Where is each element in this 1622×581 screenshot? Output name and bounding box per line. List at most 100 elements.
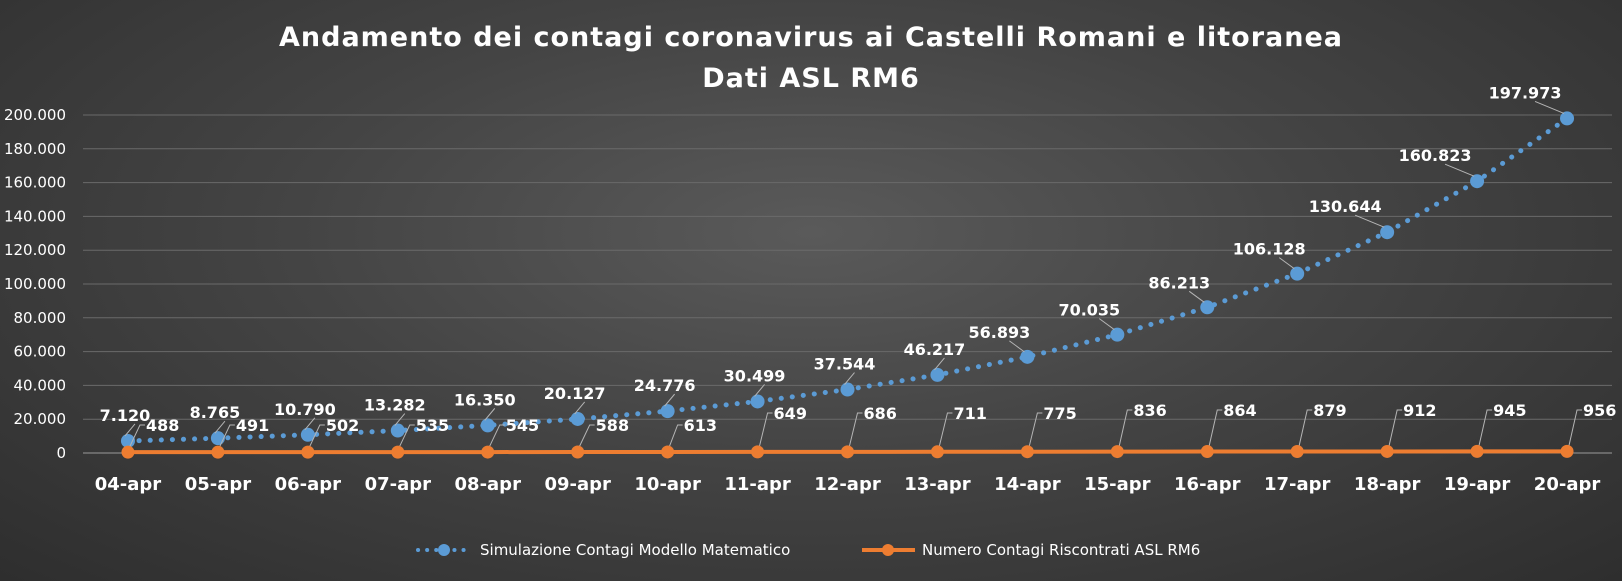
data-label-simulation: 16.350 <box>454 390 516 409</box>
label-leader <box>1208 409 1223 446</box>
label-leader <box>1298 409 1313 446</box>
label-leader <box>1534 100 1565 114</box>
x-tick-label: 12-apr <box>814 474 881 495</box>
data-label-observed: 686 <box>864 404 897 423</box>
x-tick-label: 13-apr <box>904 474 971 495</box>
point-observed <box>301 445 315 459</box>
label-leader <box>214 420 226 434</box>
data-label-simulation: 106.128 <box>1233 240 1306 259</box>
label-leader <box>1568 409 1583 446</box>
point-observed <box>1470 444 1484 458</box>
y-tick-label: 40.000 <box>14 376 67 394</box>
x-axis: 04-apr 05-apr 06-apr 07-apr 08-apr 09-apr 10-a… <box>83 452 1612 495</box>
data-labels: 7.120 8.765 10.790 13.282 16.350 20.127 24.776… <box>100 83 1616 447</box>
chart-title: Andamento dei contagi coronavirus ai Cas… <box>279 22 1343 53</box>
x-tick-label: 14-apr <box>994 474 1061 495</box>
label-leader <box>1478 409 1493 446</box>
data-label-simulation: 86.213 <box>1148 273 1210 292</box>
data-label-simulation: 56.893 <box>969 323 1031 342</box>
point-simulation <box>300 427 315 442</box>
data-label-simulation: 30.499 <box>724 366 786 385</box>
data-label-observed: 864 <box>1223 401 1256 420</box>
data-label-observed: 535 <box>416 416 449 435</box>
point-simulation <box>840 382 855 397</box>
label-leader <box>1099 318 1115 331</box>
data-label-simulation: 160.823 <box>1399 146 1472 165</box>
x-tick-label: 08-apr <box>455 474 522 495</box>
y-tick-label: 160.000 <box>4 174 66 192</box>
point-simulation <box>120 433 135 448</box>
label-leader <box>759 412 773 447</box>
data-label-observed: 711 <box>953 404 986 423</box>
x-tick-label: 04-apr <box>95 474 162 495</box>
label-leader <box>219 424 235 447</box>
point-simulation <box>210 431 225 446</box>
data-label-observed: 588 <box>596 416 629 435</box>
y-tick-label: 20.000 <box>14 410 67 428</box>
x-tick-label: 19-apr <box>1444 474 1511 495</box>
x-tick-label: 07-apr <box>365 474 432 495</box>
data-label-observed: 545 <box>506 416 539 435</box>
gridlines <box>83 114 1612 420</box>
label-leader <box>399 424 415 447</box>
point-observed <box>481 445 495 459</box>
x-tick-label: 11-apr <box>724 474 791 495</box>
label-leader <box>938 412 953 446</box>
data-label-simulation: 70.035 <box>1058 301 1120 320</box>
label-leader <box>849 412 863 446</box>
y-tick-label: 140.000 <box>4 207 66 225</box>
point-observed <box>391 445 405 459</box>
label-leader <box>129 424 145 447</box>
label-leader <box>1388 409 1403 446</box>
point-simulation <box>1200 300 1215 315</box>
data-label-observed: 879 <box>1313 401 1346 420</box>
label-leader <box>844 372 855 385</box>
data-label-simulation: 37.544 <box>814 355 876 374</box>
label-leader <box>489 424 505 447</box>
y-axis: 0 20.000 40.000 60.000 80.000 100.000 120.000 1… <box>4 106 66 462</box>
data-label-observed: 488 <box>146 416 179 435</box>
label-leader <box>934 357 945 371</box>
data-label-simulation: 13.282 <box>364 396 426 415</box>
label-leader <box>1028 412 1043 446</box>
point-simulation <box>480 418 495 433</box>
y-tick-label: 120.000 <box>4 241 66 259</box>
label-leader <box>124 423 136 437</box>
point-simulation <box>390 423 405 438</box>
x-tick-label: 15-apr <box>1084 474 1151 495</box>
label-leader <box>579 424 595 447</box>
legend-item-observed: Numero Contagi Riscontrati ASL RM6 <box>862 541 1200 559</box>
label-leader <box>664 393 676 407</box>
point-observed <box>841 445 854 459</box>
data-label-observed: 912 <box>1403 401 1436 420</box>
x-tick-label: 18-apr <box>1354 474 1421 495</box>
point-simulation <box>1470 174 1485 189</box>
legend-marker-simulation <box>438 544 450 556</box>
point-simulation <box>660 404 675 419</box>
point-observed <box>211 445 225 459</box>
point-observed <box>1380 444 1394 458</box>
x-tick-label: 17-apr <box>1264 474 1331 495</box>
chart-subtitle: Dati ASL RM6 <box>702 63 920 94</box>
y-tick-label: 80.000 <box>14 309 67 327</box>
y-tick-label: 200.000 <box>4 106 66 124</box>
point-simulation <box>1020 349 1035 364</box>
point-simulation <box>570 411 585 426</box>
x-tick-label: 09-apr <box>544 474 611 495</box>
point-simulation <box>1110 327 1125 342</box>
data-label-simulation: 24.776 <box>634 376 696 395</box>
point-simulation <box>1290 266 1305 281</box>
point-observed <box>121 445 135 459</box>
point-simulation <box>1380 225 1395 240</box>
label-leader <box>1278 257 1295 270</box>
x-tick-label: 10-apr <box>634 474 701 495</box>
label-leader <box>304 417 316 431</box>
label-leader <box>669 424 683 447</box>
data-label-simulation: 197.973 <box>1489 83 1562 102</box>
y-tick-label: 60.000 <box>14 343 67 361</box>
label-leader <box>1354 214 1385 228</box>
legend-label-simulation: Simulazione Contagi Modello Matematico <box>480 541 790 559</box>
y-tick-label: 100.000 <box>4 275 66 293</box>
point-observed <box>1020 445 1034 459</box>
